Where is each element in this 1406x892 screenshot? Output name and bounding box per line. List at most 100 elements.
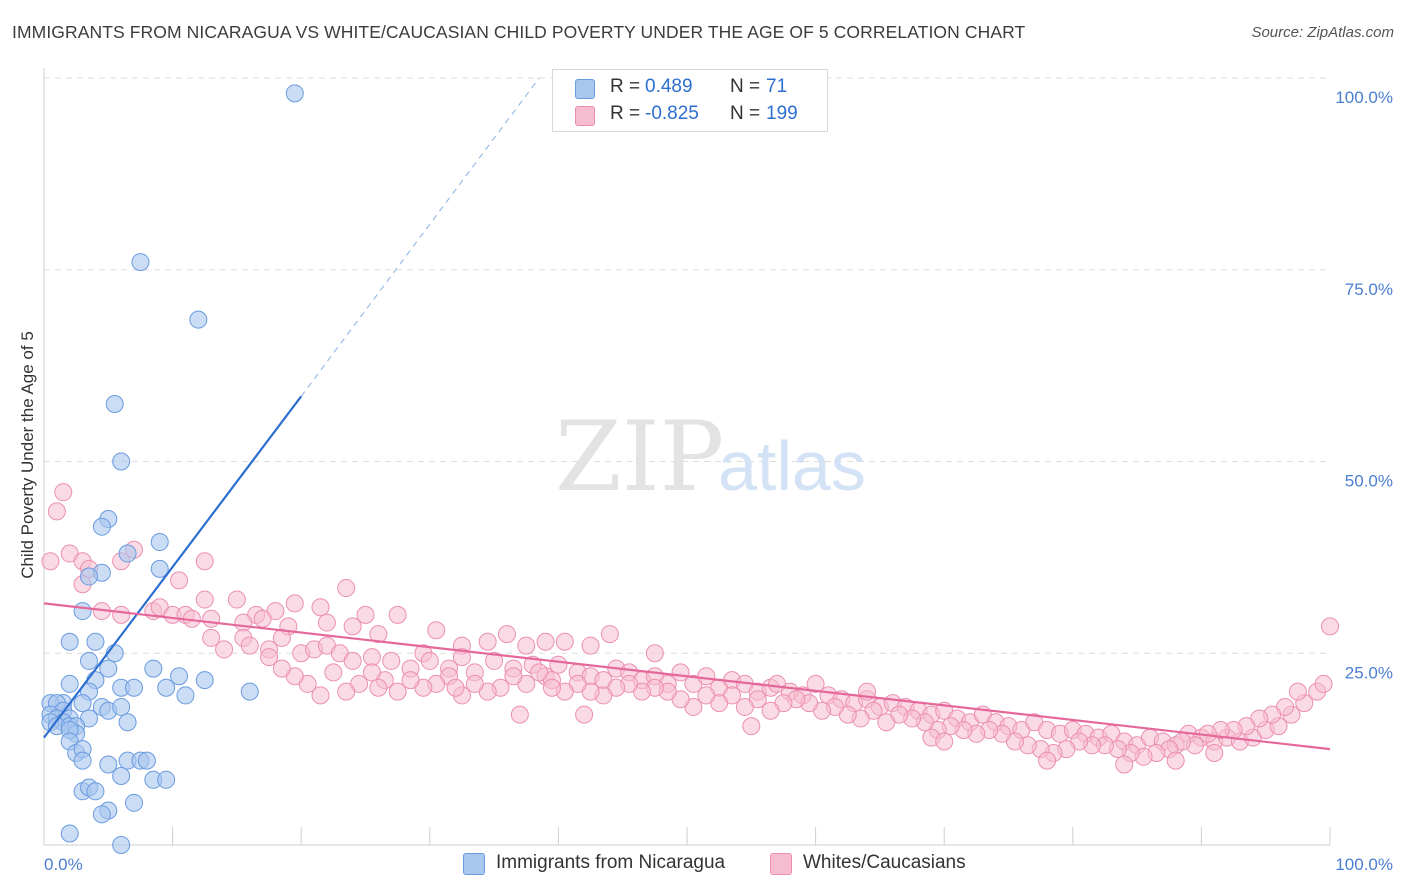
- data-point-whites: [317, 613, 336, 632]
- data-point-whites: [806, 674, 825, 693]
- data-point-whites: [401, 671, 420, 690]
- data-point-nicaragua: [105, 394, 124, 413]
- data-point-nicaragua: [60, 632, 79, 651]
- data-point-whites: [478, 632, 497, 651]
- y-tick-label: 50.0%: [1345, 472, 1393, 491]
- data-point-whites: [195, 552, 214, 571]
- data-point-whites: [427, 621, 446, 640]
- data-point-nicaragua: [150, 559, 169, 578]
- data-point-whites: [311, 598, 330, 617]
- data-point-whites: [530, 663, 549, 682]
- data-point-nicaragua: [73, 694, 92, 713]
- data-point-nicaragua: [118, 713, 137, 732]
- data-point-whites: [555, 632, 574, 651]
- data-point-nicaragua: [92, 805, 111, 824]
- series-nicaragua-points: [41, 84, 304, 854]
- data-point-nicaragua: [99, 755, 118, 774]
- trend-lines: [43, 77, 1331, 751]
- data-point-whites: [337, 579, 356, 598]
- legend-r-label: R =: [610, 76, 641, 97]
- data-point-nicaragua: [80, 567, 99, 586]
- data-point-whites: [735, 697, 754, 716]
- legend-n-label: N =: [730, 103, 761, 124]
- data-point-nicaragua: [118, 544, 137, 563]
- pink-swatch-icon: [575, 106, 595, 126]
- data-point-nicaragua: [73, 751, 92, 770]
- data-point-nicaragua: [170, 667, 189, 686]
- data-point-nicaragua: [195, 671, 214, 690]
- data-point-whites: [215, 640, 234, 659]
- legend-n-label: N =: [730, 76, 761, 97]
- data-point-whites: [420, 651, 439, 670]
- data-point-whites: [1166, 751, 1185, 770]
- data-point-whites: [285, 594, 304, 613]
- data-point-whites: [47, 502, 66, 521]
- blue-swatch-icon: [463, 853, 485, 875]
- data-point-nicaragua: [99, 659, 118, 678]
- data-point-whites: [388, 682, 407, 701]
- data-point-whites: [41, 552, 60, 571]
- data-point-whites: [581, 636, 600, 655]
- data-point-nicaragua: [86, 782, 105, 801]
- data-point-whites: [1321, 617, 1339, 636]
- data-point-whites: [369, 678, 388, 697]
- legend-r-label: R =: [610, 103, 641, 124]
- trend-line-nicaragua: [43, 395, 303, 739]
- data-point-nicaragua: [92, 517, 111, 536]
- data-point-whites: [465, 674, 484, 693]
- watermark-zip: ZIP: [555, 401, 724, 513]
- bottom-legend-label: Immigrants from Nicaragua: [496, 852, 726, 873]
- source-label: Source: ZipAtlas.com: [1251, 24, 1394, 41]
- data-point-whites: [497, 625, 516, 644]
- data-point-whites: [485, 651, 504, 670]
- data-point-whites: [697, 686, 716, 705]
- data-point-whites: [645, 644, 664, 663]
- data-point-whites: [452, 648, 471, 667]
- legend-r-value: -0.825: [645, 103, 699, 124]
- x-tick-label-max: 100.0%: [1335, 855, 1393, 874]
- data-point-nicaragua: [176, 686, 195, 705]
- data-point-nicaragua: [112, 766, 131, 785]
- blue-swatch-icon: [575, 79, 595, 99]
- legend-n-value: 199: [766, 103, 798, 124]
- data-point-whites: [202, 628, 221, 647]
- data-point-whites: [517, 636, 536, 655]
- data-point-nicaragua: [125, 678, 144, 697]
- data-point-whites: [170, 571, 189, 590]
- data-point-whites: [742, 717, 761, 736]
- correlation-legend: R = 0.489 N = 71 R = -0.825 N = 199: [552, 69, 828, 132]
- data-point-whites: [260, 648, 279, 667]
- data-point-nicaragua: [131, 253, 150, 272]
- bottom-legend-label: Whites/Caucasians: [803, 852, 966, 873]
- data-point-whites: [575, 705, 594, 724]
- data-point-whites: [343, 651, 362, 670]
- data-point-whites: [600, 625, 619, 644]
- data-point-nicaragua: [240, 682, 259, 701]
- trend-line-nicaragua-extension: [300, 77, 540, 397]
- data-point-nicaragua: [125, 793, 144, 812]
- data-point-whites: [388, 605, 407, 624]
- data-point-nicaragua: [189, 310, 208, 329]
- data-point-whites: [234, 613, 253, 632]
- data-point-whites: [1115, 755, 1134, 774]
- data-point-nicaragua: [157, 770, 176, 789]
- data-point-whites: [877, 713, 896, 732]
- data-point-nicaragua: [150, 533, 169, 552]
- data-point-whites: [1038, 751, 1057, 770]
- chart-title: IMMIGRANTS FROM NICARAGUA VS WHITE/CAUCA…: [12, 22, 1026, 42]
- data-point-nicaragua: [144, 659, 163, 678]
- data-point-whites: [369, 625, 388, 644]
- series-whites-points: [41, 483, 1339, 774]
- data-point-whites: [1314, 674, 1333, 693]
- grid-lines: [44, 77, 1330, 654]
- watermark-atlas: atlas: [718, 427, 866, 505]
- data-point-whites: [112, 605, 131, 624]
- data-point-whites: [935, 732, 954, 751]
- trend-line-whites: [43, 602, 1331, 751]
- y-tick-label: 100.0%: [1335, 88, 1393, 107]
- data-point-nicaragua: [73, 602, 92, 621]
- data-point-whites: [446, 678, 465, 697]
- data-point-nicaragua: [137, 751, 156, 770]
- data-point-whites: [272, 659, 291, 678]
